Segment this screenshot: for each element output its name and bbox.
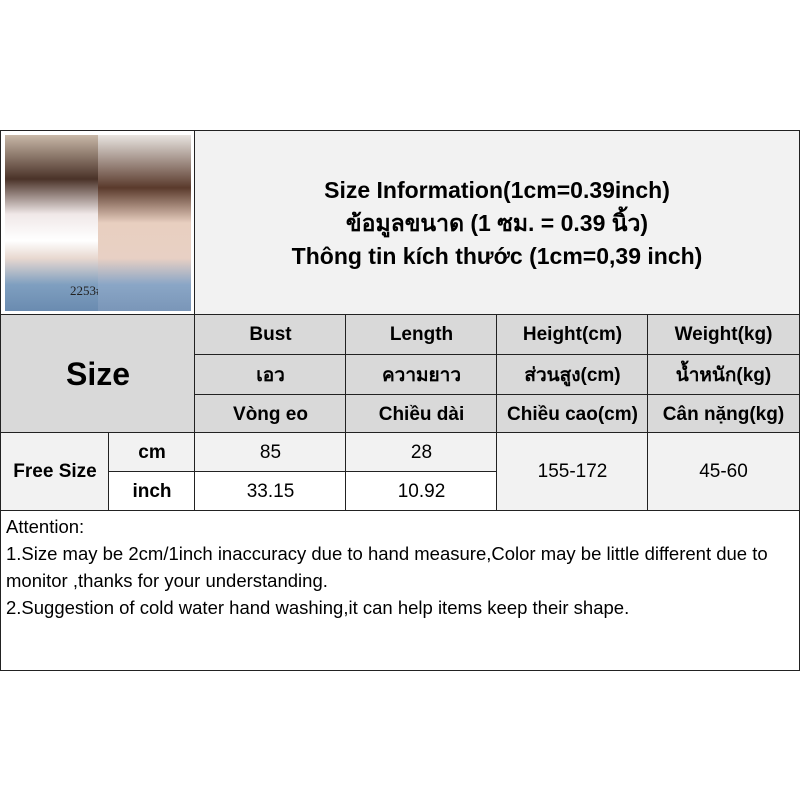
header-bust-1: เอว xyxy=(194,354,347,396)
attention-note-2: 2.Suggestion of cold water hand washing,… xyxy=(6,597,630,618)
unit-inch: inch xyxy=(108,471,196,512)
product-photo: 2253# xyxy=(0,130,196,316)
title-th: ข้อมูลขนาด (1 ซม. = 0.39 นิ้ว) xyxy=(345,209,649,236)
title-vi: Thông tin kích thước (1cm=0,39 inch) xyxy=(291,242,703,269)
header-length-2: Chiều dài xyxy=(345,394,498,436)
header-length-0: Length xyxy=(345,314,498,356)
unit-cm: cm xyxy=(108,432,196,473)
bust-inch: 33.15 xyxy=(194,471,347,512)
bust-cm: 85 xyxy=(194,432,347,473)
weight-range: 45-60 xyxy=(647,432,800,512)
header-bust-2: Vòng eo xyxy=(194,394,347,436)
attention-note-1: 1.Size may be 2cm/1inch inaccuracy due t… xyxy=(6,543,768,591)
header-height-2: Chiều cao(cm) xyxy=(496,394,649,436)
header-length-1: ความยาว xyxy=(345,354,498,396)
header-weight-2: Cân nặng(kg) xyxy=(647,394,800,436)
length-inch: 10.92 xyxy=(345,471,498,512)
free-size-label: Free Size xyxy=(0,432,110,512)
length-cm: 28 xyxy=(345,432,498,473)
header-height-1: ส่วนสูง(cm) xyxy=(496,354,649,396)
header-weight-0: Weight(kg) xyxy=(647,314,800,356)
photo-front: 2253# xyxy=(5,135,98,311)
attention-heading: Attention: xyxy=(6,516,85,537)
header-bust-0: Bust xyxy=(194,314,347,356)
title-en: Size Information(1cm=0.39inch) xyxy=(324,176,670,203)
product-code: 2253# xyxy=(70,283,98,298)
size-info-title: Size Information(1cm=0.39inch) ข้อมูลขนา… xyxy=(194,130,800,316)
height-range: 155-172 xyxy=(496,432,649,512)
attention-notes: Attention: 1.Size may be 2cm/1inch inacc… xyxy=(0,510,800,671)
size-header: Size xyxy=(0,314,196,434)
photo-back xyxy=(98,135,191,311)
header-weight-1: น้ำหนัก(kg) xyxy=(647,354,800,396)
header-height-0: Height(cm) xyxy=(496,314,649,356)
